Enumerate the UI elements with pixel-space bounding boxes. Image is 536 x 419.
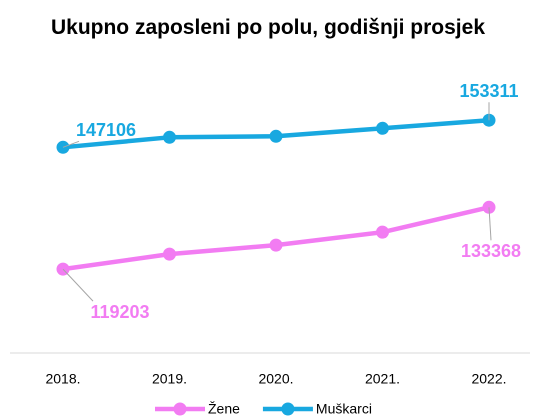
legend-marker	[281, 402, 295, 416]
leader-line	[62, 268, 94, 302]
data-label: 147106	[76, 120, 136, 140]
data-label: 133368	[461, 241, 521, 261]
leader-line	[488, 207, 492, 241]
x-tick-label: 2022.	[471, 371, 506, 387]
point	[269, 238, 283, 252]
legend-label: Žene	[208, 401, 240, 417]
point	[163, 247, 176, 261]
x-tick-label: 2019.	[152, 371, 187, 387]
legend-label: Muškarci	[316, 401, 372, 417]
point	[376, 121, 389, 135]
data-label: 153311	[459, 81, 518, 101]
point	[269, 129, 283, 143]
leader-line	[62, 140, 80, 148]
x-tick-label: 2021.	[365, 371, 400, 387]
point	[376, 225, 389, 239]
x-tick-label: 2018.	[45, 371, 80, 387]
point	[163, 130, 176, 144]
legend-marker	[173, 402, 187, 416]
series-line	[62, 205, 490, 272]
data-label: 119203	[90, 302, 149, 322]
chart-title: Ukupno zaposleni po polu, godišnji prosj…	[50, 16, 486, 39]
x-tick-label: 2020.	[258, 371, 293, 387]
